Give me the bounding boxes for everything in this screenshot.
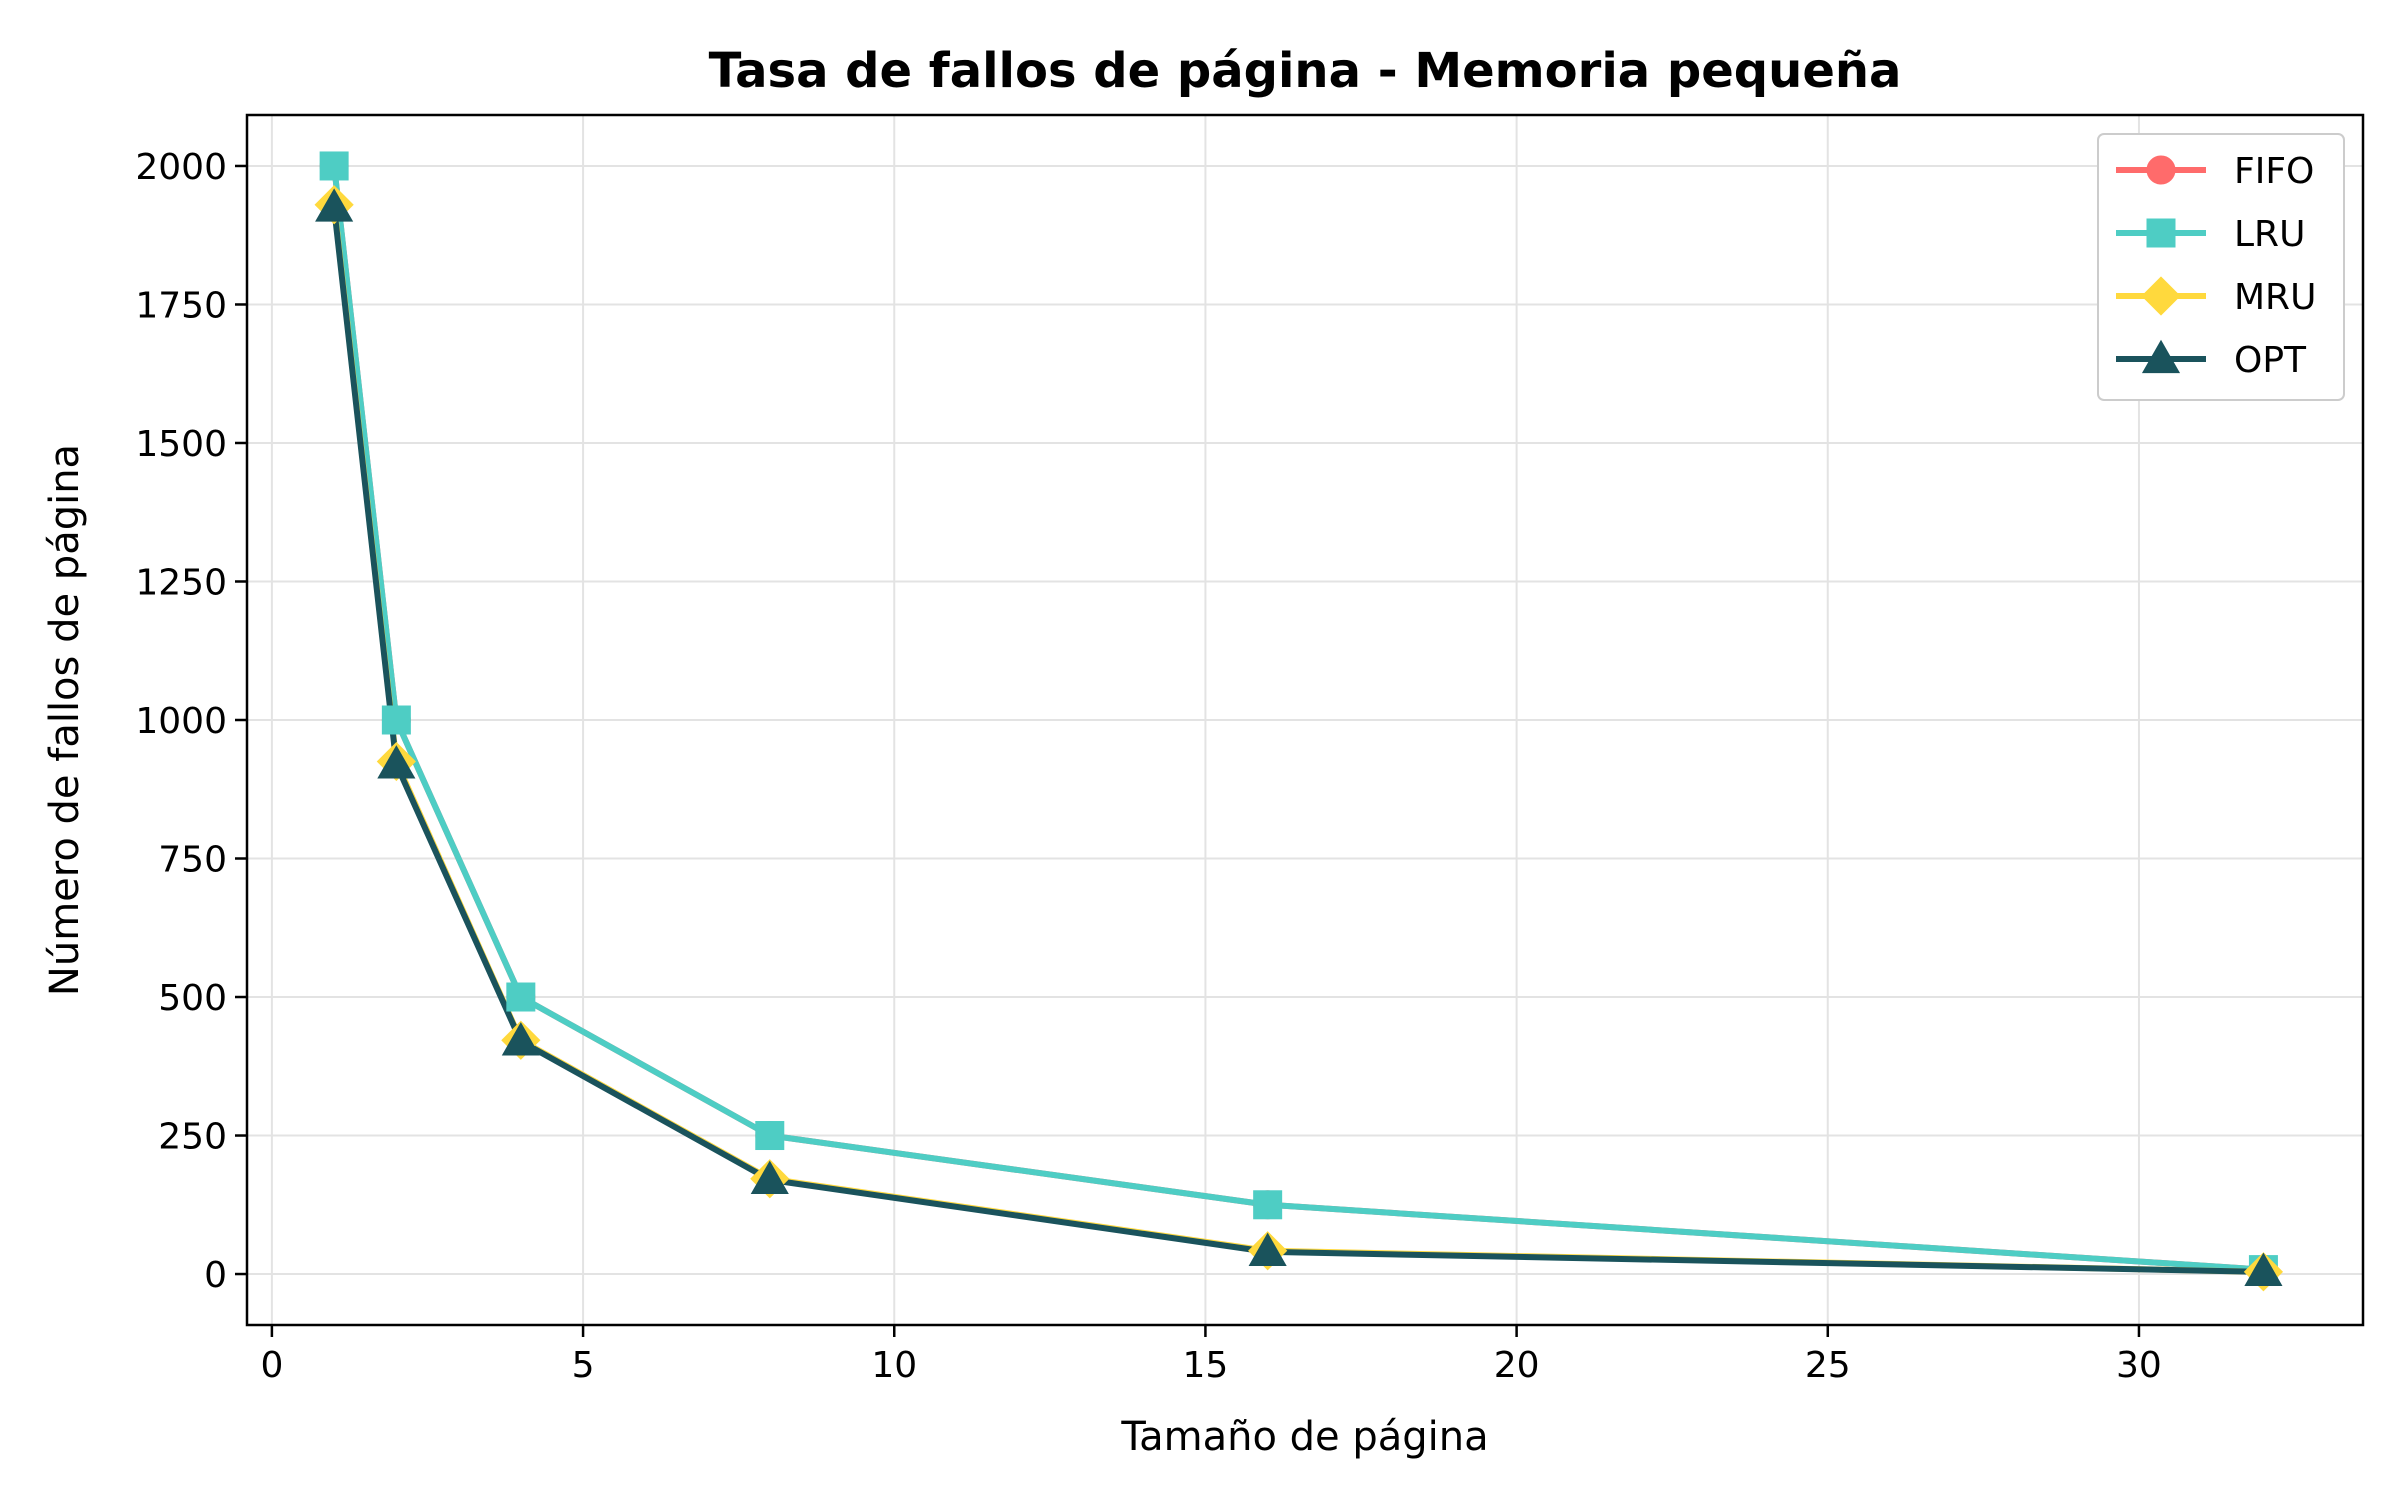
x-tick-label: 20: [1494, 1345, 1540, 1386]
y-tick-label: 1750: [135, 285, 227, 326]
legend-marker-lru: [2146, 218, 2176, 248]
legend-label-mru: MRU: [2234, 277, 2316, 318]
data-point-opt: [501, 1022, 540, 1056]
legend-label-lru: LRU: [2234, 214, 2305, 255]
x-tick-label: 15: [1183, 1345, 1229, 1386]
data-point-opt: [377, 745, 416, 779]
y-tick-label: 250: [158, 1117, 227, 1158]
x-tick-label: 25: [1805, 1345, 1851, 1386]
legend-label-fifo: FIFO: [2234, 151, 2314, 192]
x-tick-label: 30: [2116, 1345, 2162, 1386]
data-point-opt: [315, 188, 354, 222]
series-line-lru: [331, 162, 2267, 1273]
y-axis-ticks: 0 250 500 750 1000 1250 1500 1750 2000: [135, 147, 247, 1296]
data-point-lru: [319, 151, 349, 181]
x-axis-label: Tamaño de página: [1120, 1414, 1488, 1460]
data-point-lru: [755, 1121, 785, 1151]
series-line-mru: [331, 201, 2267, 1275]
legend-marker-mru: [2141, 276, 2181, 316]
x-tick-label: 5: [572, 1345, 595, 1386]
legend-marker-opt: [2141, 339, 2181, 374]
data-point-lru: [1253, 1190, 1283, 1220]
series-markers: [314, 151, 2284, 1292]
grid: [247, 115, 2363, 1325]
data-point-opt: [750, 1160, 789, 1194]
series-lines: [331, 162, 2267, 1275]
y-tick-label: 1500: [135, 424, 227, 465]
legend: FIFO LRU MRU OPT: [2097, 133, 2345, 401]
y-tick-label: 1000: [135, 701, 227, 742]
chart-title: Tasa de fallos de página - Memoria peque…: [709, 43, 1902, 99]
legend-label-opt: OPT: [2234, 340, 2307, 381]
series-line-opt: [331, 204, 2267, 1275]
y-axis-label: Número de fallos de página: [42, 444, 88, 996]
y-tick-label: 500: [158, 978, 227, 1019]
series-line-fifo: [331, 162, 2267, 1273]
data-point-opt: [2244, 1252, 2283, 1286]
y-tick-label: 2000: [135, 147, 227, 188]
data-point-lru: [381, 705, 411, 735]
x-axis-ticks: 0 5 10 15 20 25 30: [260, 1325, 2162, 1386]
y-tick-label: 1250: [135, 562, 227, 603]
y-tick-label: 750: [158, 840, 227, 881]
legend-box: [2097, 133, 2345, 401]
data-point-opt: [1248, 1232, 1287, 1267]
data-point-lru: [506, 982, 536, 1012]
y-tick-label: 0: [204, 1255, 227, 1296]
x-tick-label: 0: [260, 1345, 283, 1386]
x-tick-label: 10: [871, 1345, 917, 1386]
legend-marker-fifo: [2146, 155, 2176, 185]
